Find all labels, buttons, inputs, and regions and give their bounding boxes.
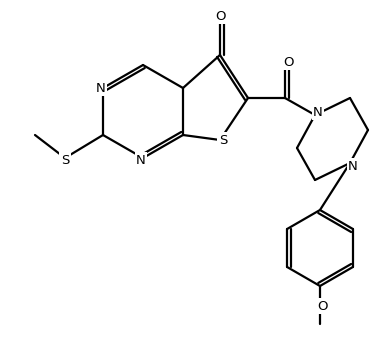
Text: N: N xyxy=(348,160,358,173)
Text: O: O xyxy=(284,56,294,69)
Text: S: S xyxy=(61,153,69,166)
Text: N: N xyxy=(96,82,106,95)
Text: S: S xyxy=(219,134,227,147)
Text: N: N xyxy=(136,153,146,166)
Text: N: N xyxy=(313,105,323,118)
Text: O: O xyxy=(318,300,328,313)
Text: O: O xyxy=(215,9,225,22)
